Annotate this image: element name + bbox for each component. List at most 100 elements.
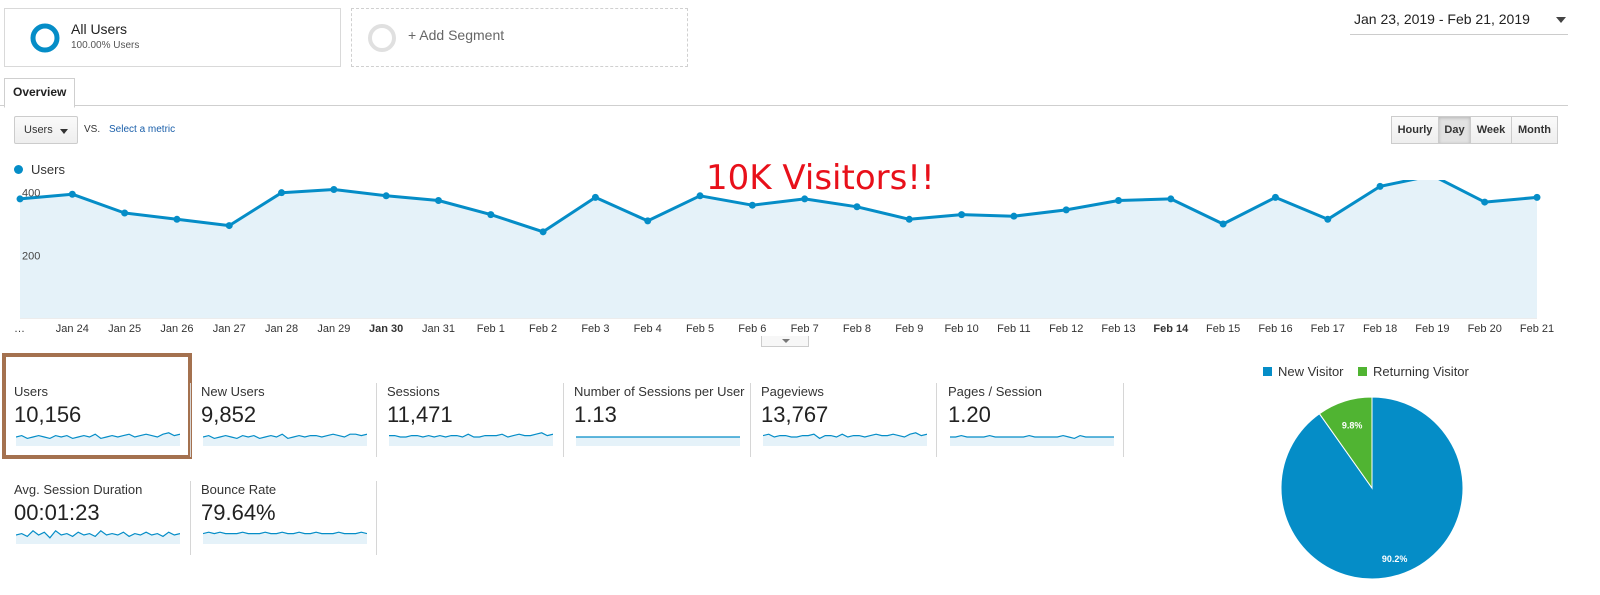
sparkline-area (389, 432, 553, 446)
sparkline-line (16, 432, 180, 440)
x-tick-label: Feb 5 (686, 323, 714, 335)
sparkline-line (763, 432, 927, 440)
sparkline (16, 432, 180, 446)
metric-tile-number-of-sessions-per-user[interactable]: Number of Sessions per User 1.13 (574, 384, 750, 464)
y-tick-label: 400 (22, 188, 40, 200)
sparkline-area (16, 432, 180, 446)
tile-divider (190, 383, 191, 457)
sparkline-line (389, 432, 553, 438)
granularity-week[interactable]: Week (1470, 116, 1512, 144)
tile-divider (750, 383, 751, 457)
sparkline (203, 433, 367, 446)
x-tick-label: Feb 6 (738, 323, 766, 335)
date-range-picker[interactable]: Jan 23, 2019 - Feb 21, 2019 (1350, 8, 1568, 35)
sparkline (576, 436, 740, 446)
legend-returning-visitor-swatch (1358, 367, 1367, 376)
x-tick-label: Feb 7 (791, 323, 819, 335)
x-tick-label: Feb 15 (1206, 323, 1240, 335)
data-point (173, 215, 181, 223)
tile-divider (563, 383, 564, 457)
sparkline-area (763, 432, 927, 446)
vs-label: VS. (84, 124, 101, 135)
data-point (853, 203, 861, 211)
segment-all-users[interactable]: All Users 100.00% Users (4, 8, 341, 67)
x-tick-label: Jan 30 (369, 323, 403, 335)
data-point (1062, 206, 1070, 214)
metric-tile-sessions[interactable]: Sessions 11,471 (387, 384, 563, 464)
x-tick-label: Feb 19 (1415, 323, 1449, 335)
users-line (19, 180, 1538, 234)
date-range-text: Jan 23, 2019 - Feb 21, 2019 (1354, 11, 1530, 27)
x-tick-label: Feb 18 (1363, 323, 1397, 335)
metric-tile-new-users[interactable]: New Users 9,852 (201, 384, 377, 464)
metric-label: Pages / Session (948, 384, 1042, 399)
metric-tile-pages-session[interactable]: Pages / Session 1.20 (948, 384, 1124, 464)
data-point (644, 217, 652, 225)
segment-title: All Users (71, 21, 128, 37)
tile-divider (936, 383, 937, 457)
x-tick-label: … (14, 323, 25, 335)
metric-label: New Users (201, 384, 265, 399)
sparkline-line (203, 433, 367, 440)
x-tick-label: Jan 29 (317, 323, 350, 335)
data-point (801, 195, 809, 203)
metric-label: Number of Sessions per User (574, 384, 745, 399)
tab-overview[interactable]: Overview (4, 78, 76, 108)
data-point (1271, 193, 1279, 201)
tile-divider (376, 383, 377, 457)
x-tick-label: Feb 1 (477, 323, 505, 335)
collapse-chart-handle[interactable] (761, 336, 809, 347)
x-tick-label: Feb 11 (997, 323, 1030, 335)
pie-slice-returning-visitor (1318, 396, 1373, 490)
metric-value: 10,156 (14, 402, 82, 427)
data-point (1533, 193, 1541, 201)
tile-divider (1123, 383, 1124, 457)
x-tick-label: Jan 25 (108, 323, 141, 335)
granularity-day[interactable]: Day (1438, 116, 1471, 144)
add-segment-button[interactable]: + Add Segment (351, 8, 688, 67)
x-tick-label: Feb 10 (944, 323, 978, 335)
granularity-month[interactable]: Month (1511, 116, 1558, 144)
data-point (16, 195, 24, 203)
data-point (225, 222, 233, 230)
x-tick-label: Feb 17 (1311, 323, 1345, 335)
metric-tile-avg-session-duration[interactable]: Avg. Session Duration 00:01:23 (14, 482, 190, 562)
metric-value: 13,767 (761, 402, 829, 427)
metric-tile-bounce-rate[interactable]: Bounce Rate 79.64% (201, 482, 377, 562)
metric-value: 00:01:23 (14, 500, 100, 525)
legend-label: Users (31, 162, 65, 177)
data-point (958, 211, 966, 219)
metric-tile-pageviews[interactable]: Pageviews 13,767 (761, 384, 937, 464)
metric-label: Sessions (387, 384, 440, 399)
x-tick-label: Feb 21 (1520, 323, 1554, 335)
tile-divider (190, 481, 191, 555)
granularity-hourly[interactable]: Hourly (1391, 116, 1439, 144)
x-tick-label: Feb 2 (529, 323, 557, 335)
x-tick-label: Feb 16 (1258, 323, 1292, 335)
metric-value: 11,471 (387, 402, 453, 427)
x-tick-label: Feb 9 (895, 323, 923, 335)
sparkline-line (950, 434, 1114, 440)
annotation-text: 10K Visitors!! (706, 158, 935, 198)
sparkline-area (576, 437, 740, 446)
pie-label: 9.8% (1342, 421, 1363, 431)
metric-value: 1.13 (574, 402, 617, 427)
sparkline (16, 529, 180, 544)
data-point (1219, 220, 1227, 228)
x-tick-label: Feb 14 (1153, 323, 1189, 335)
metric-value: 79.64% (201, 500, 276, 525)
data-point (278, 189, 286, 197)
sparkline-line (16, 529, 180, 539)
select-metric-link[interactable]: Select a metric (109, 124, 176, 135)
metric-tile-users[interactable]: Users 10,156 (14, 384, 190, 464)
x-tick-label: Feb 3 (581, 323, 609, 335)
data-point (905, 215, 913, 223)
data-point (1376, 182, 1384, 190)
segment-subtitle: 100.00% Users (71, 40, 140, 51)
sparkline-area (203, 434, 367, 446)
metric-dropdown[interactable]: Users (14, 116, 78, 144)
empty-segment-icon (368, 24, 396, 52)
data-point (382, 192, 390, 200)
x-tick-label: Jan 31 (422, 323, 455, 335)
sparkline-area (203, 532, 367, 544)
